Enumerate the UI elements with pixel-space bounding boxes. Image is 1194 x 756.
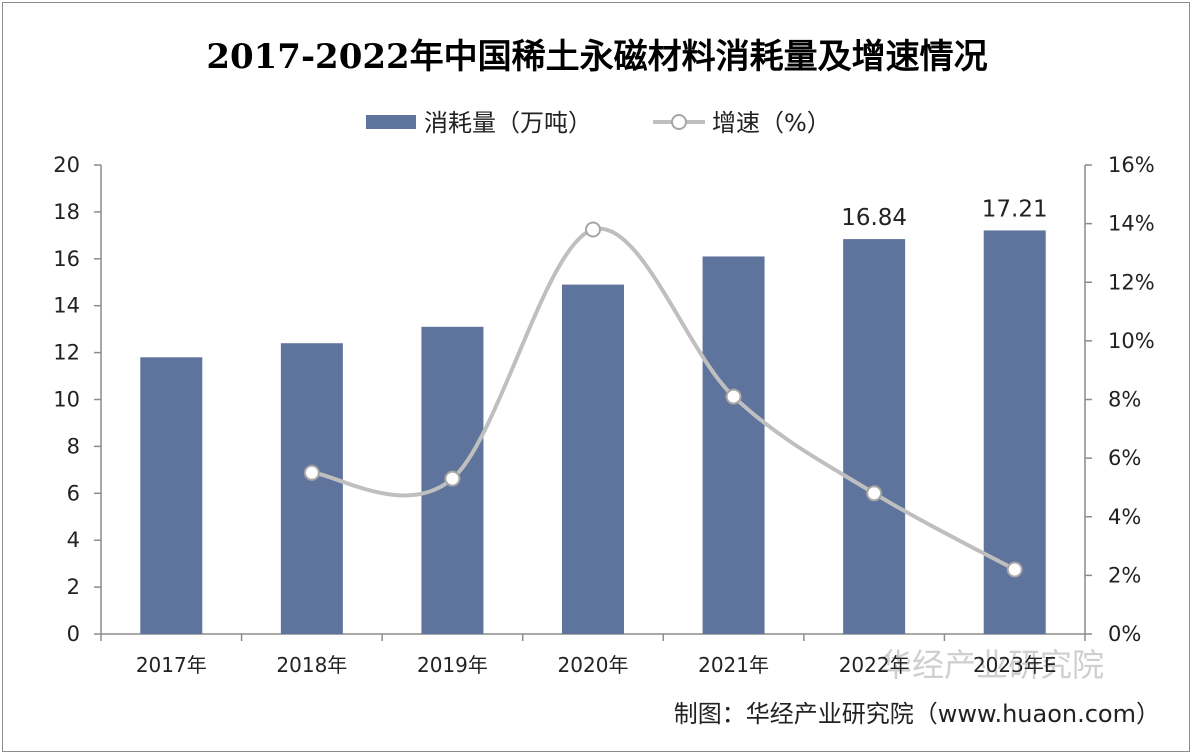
bar-data-label: 17.21	[982, 196, 1048, 222]
right-tick-label: 8%	[1108, 388, 1141, 412]
growth-point	[1006, 561, 1023, 578]
bar-data-label: 16.84	[841, 205, 907, 231]
left-tick-label: 16	[53, 247, 80, 271]
right-tick-label: 10%	[1108, 329, 1155, 353]
left-tick-label: 2	[67, 575, 80, 599]
watermark-logo-text: 华经产业研究院	[880, 646, 1104, 684]
right-tick-label: 0%	[1108, 622, 1141, 646]
chart-title: 2017-2022年中国稀土永磁材料消耗量及增速情况	[206, 37, 987, 77]
source-note: 制图：华经产业研究院（www.huaon.com）	[674, 700, 1160, 728]
legend: 消耗量（万吨） 增速（%）	[366, 109, 831, 137]
x-tick-label: 2023年E	[973, 653, 1057, 677]
left-tick-label: 10	[53, 388, 80, 412]
legend-line-label: 增速（%）	[712, 109, 831, 137]
bar	[702, 256, 765, 634]
bar	[843, 239, 906, 635]
left-tick-label: 20	[53, 153, 80, 177]
legend-line-marker	[671, 114, 687, 130]
legend-bar-swatch	[366, 115, 416, 129]
left-tick-label: 0	[67, 622, 80, 646]
right-tick-label: 14%	[1108, 212, 1155, 236]
right-tick-label: 4%	[1108, 505, 1141, 529]
growth-point	[725, 388, 742, 405]
legend-bar-label: 消耗量（万吨）	[424, 109, 592, 137]
growth-point	[585, 221, 601, 238]
x-tick-label: 2020年	[558, 653, 629, 677]
left-tick-label: 14	[53, 294, 80, 318]
right-tick-label: 12%	[1108, 270, 1155, 294]
bar	[140, 357, 203, 634]
right-tick-label: 6%	[1108, 446, 1141, 470]
growth-point	[303, 464, 320, 481]
right-tick-label: 2%	[1108, 563, 1141, 587]
growth-point	[866, 485, 883, 502]
left-tick-label: 12	[53, 341, 80, 365]
plot-area: 0 2 4 6 8 10 12 14 16 18 20 0% 2% 4% 6% 8% 10% 12% 14% 16% 1…	[53, 153, 1154, 677]
left-tick-label: 18	[53, 200, 80, 224]
growth-line	[311, 226, 1016, 572]
x-tick-label: 2018年	[276, 653, 347, 677]
left-tick-label: 6	[67, 481, 80, 505]
growth-point	[444, 470, 461, 487]
left-tick-label: 4	[67, 528, 80, 552]
bar	[280, 343, 343, 634]
bar	[562, 284, 624, 634]
x-tick-label: 2019年	[417, 653, 488, 677]
x-tick-label: 2017年	[136, 653, 207, 677]
right-tick-label: 16%	[1108, 153, 1155, 177]
x-tick-label: 2021年	[698, 653, 769, 677]
x-tick-label: 2022年	[839, 653, 910, 677]
left-tick-label: 8	[67, 434, 80, 458]
